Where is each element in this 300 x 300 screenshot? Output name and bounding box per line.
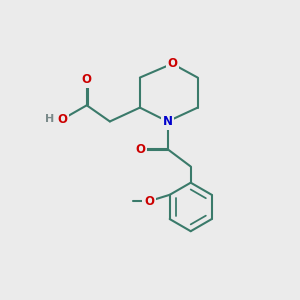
Text: O: O	[135, 143, 145, 156]
Text: O: O	[144, 195, 154, 208]
Text: H: H	[45, 114, 54, 124]
Text: O: O	[82, 74, 92, 86]
Text: O: O	[167, 57, 177, 70]
Text: N: N	[163, 115, 172, 128]
Text: O: O	[58, 113, 68, 126]
